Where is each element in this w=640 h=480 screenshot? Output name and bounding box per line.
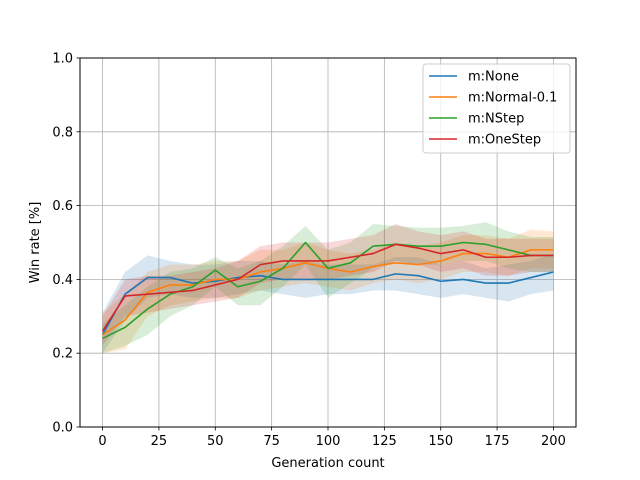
x-tick-label: 125 bbox=[372, 434, 397, 449]
legend-label-3: m:OneStep bbox=[468, 133, 541, 148]
y-axis-label: Win rate [%] bbox=[28, 202, 43, 284]
y-tick-label: 0.8 bbox=[52, 125, 73, 140]
y-tick-label: 0.0 bbox=[52, 421, 73, 436]
series-line-0 bbox=[101, 271, 554, 336]
y-tick-label: 1.0 bbox=[52, 52, 73, 67]
series-lines bbox=[101, 241, 554, 340]
x-tick-label: 150 bbox=[428, 434, 453, 449]
x-axis-label: Generation count bbox=[271, 456, 384, 471]
y-tick-label: 0.2 bbox=[52, 347, 73, 362]
x-tick-label: 50 bbox=[207, 434, 224, 449]
x-tick-label: 25 bbox=[151, 434, 168, 449]
legend-label-1: m:Normal-0.1 bbox=[468, 91, 557, 106]
x-tick-label: 175 bbox=[485, 434, 510, 449]
x-tick-label: 100 bbox=[316, 434, 341, 449]
axis-ticks: 0 25 50 75 100 125 150 175 200 0.0 0.2 0.4 0.6 0.8 1.0 bbox=[52, 52, 566, 450]
legend-box bbox=[422, 63, 571, 154]
y-tick-label: 0.4 bbox=[52, 273, 73, 288]
x-tick-label: 0 bbox=[98, 434, 106, 449]
series-band-2 bbox=[102, 222, 554, 354]
y-tick-label: 0.6 bbox=[52, 199, 73, 214]
legend-label-2: m:NStep bbox=[468, 112, 524, 127]
legend: m:None m:Normal-0.1 m:NStep m:OneStep bbox=[422, 63, 571, 154]
x-tick-label: 200 bbox=[541, 434, 566, 449]
legend-label-0: m:None bbox=[468, 70, 519, 85]
series-band-0 bbox=[102, 253, 554, 354]
series-line-3 bbox=[101, 243, 554, 332]
x-tick-label: 75 bbox=[263, 434, 280, 449]
series-band-3 bbox=[102, 224, 554, 346]
